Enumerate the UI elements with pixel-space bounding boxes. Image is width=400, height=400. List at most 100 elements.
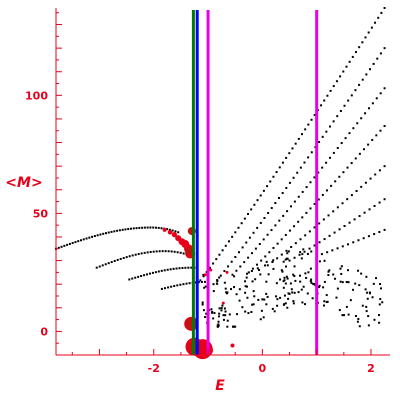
data-point (253, 203, 256, 206)
data-point (323, 259, 326, 262)
data-point (301, 190, 304, 193)
data-point (222, 318, 225, 321)
data-point (276, 304, 279, 307)
data-point (280, 253, 283, 256)
data-point (346, 166, 349, 169)
data-point (271, 260, 274, 263)
data-point (221, 304, 224, 307)
data-point (212, 290, 215, 293)
data-point (237, 226, 240, 229)
data-point (363, 148, 365, 151)
data-point (341, 281, 344, 284)
data-point (299, 166, 302, 169)
x-tick-label: 2 (367, 362, 375, 375)
data-point (340, 142, 343, 145)
data-point (323, 99, 326, 102)
data-point (365, 73, 368, 76)
data-point (282, 214, 285, 217)
data-point (241, 246, 244, 249)
data-point (383, 125, 386, 128)
data-point (383, 87, 386, 90)
data-point (174, 230, 177, 233)
data-point (325, 294, 328, 297)
data-point (379, 283, 382, 286)
data-point (278, 197, 281, 200)
data-point (336, 287, 339, 290)
data-point (305, 186, 308, 189)
data-point (350, 94, 353, 97)
data-point (347, 281, 350, 284)
data-point (247, 213, 250, 216)
data-point (110, 230, 113, 233)
data-point (292, 302, 295, 305)
data-point (293, 265, 296, 268)
data-point (345, 305, 348, 308)
data-point (219, 274, 222, 277)
data-point (185, 282, 188, 285)
data-point (176, 251, 179, 254)
data-point (361, 41, 364, 44)
data-point (140, 252, 143, 255)
data-point (346, 198, 349, 201)
data-point (221, 249, 224, 252)
data-point (285, 275, 288, 278)
data-point (297, 137, 300, 140)
data-point (99, 233, 102, 236)
data-point (256, 199, 259, 202)
data-point (88, 236, 91, 239)
data-point (243, 217, 246, 220)
data-point (246, 272, 249, 275)
data-point (292, 300, 295, 303)
data-point (218, 307, 221, 310)
data-point (299, 238, 302, 241)
data-point (93, 235, 96, 238)
data-point (127, 228, 130, 231)
data-point (247, 256, 250, 259)
data-point (182, 283, 185, 286)
data-point (66, 243, 69, 246)
data-point (161, 250, 164, 253)
data-point (373, 204, 376, 207)
data-point (290, 246, 293, 248)
data-point (338, 309, 341, 312)
data-point (260, 309, 263, 312)
data-point (332, 210, 335, 213)
data-point (304, 303, 307, 306)
data-point (282, 286, 285, 289)
data-point (323, 280, 326, 283)
data-point (113, 259, 116, 262)
data-point (223, 307, 226, 310)
data-point (216, 279, 219, 282)
data-point (307, 123, 310, 126)
data-point (380, 11, 383, 14)
data-point (361, 304, 364, 307)
data-point (352, 288, 355, 291)
data-point (266, 264, 269, 267)
data-point (365, 305, 368, 308)
x-axis-label: E (215, 378, 225, 394)
data-point (203, 286, 206, 289)
data-point (263, 217, 266, 219)
data-point (274, 202, 277, 205)
data-point (301, 216, 304, 219)
data-point (349, 299, 352, 302)
data-point (296, 171, 299, 174)
data-point (173, 250, 176, 253)
data-point (121, 228, 124, 231)
data-point (300, 257, 303, 260)
data-point (383, 228, 386, 231)
data-point (217, 315, 220, 318)
data-point (369, 68, 372, 71)
data-point (166, 228, 169, 231)
data-point (96, 234, 99, 237)
data-point (328, 269, 331, 272)
data-point (288, 152, 291, 155)
data-point (342, 171, 345, 174)
data-point (168, 228, 171, 231)
data-point (220, 309, 223, 312)
data-point (379, 298, 382, 301)
data-point (321, 166, 324, 169)
x-tick-label: -2 (148, 362, 160, 375)
